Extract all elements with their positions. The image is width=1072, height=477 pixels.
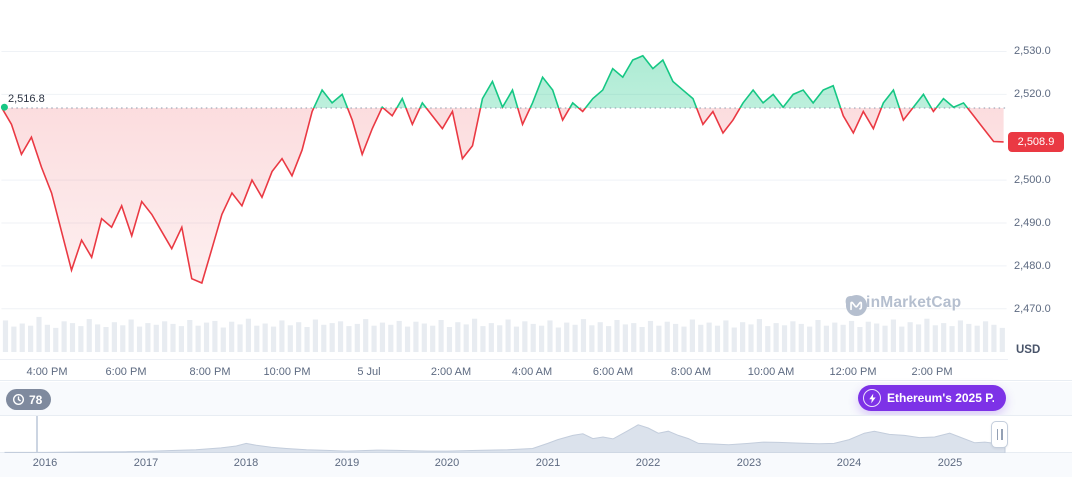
x-axis-label: 8:00 AM — [670, 366, 712, 378]
range-navigator[interactable] — [0, 415, 1072, 454]
year-label: 2023 — [736, 457, 762, 469]
ethereum-2025-promo-button[interactable]: Ethereum's 2025 P... — [858, 385, 1006, 411]
navigator-right-handle[interactable] — [991, 421, 1008, 448]
watermark-text: CoinMarketCap — [845, 294, 962, 311]
y-axis-label: 2,520.0 — [1014, 87, 1051, 100]
x-axis-label: 5 Jul — [357, 366, 381, 378]
x-axis-label: 4:00 AM — [511, 366, 553, 378]
x-axis-label: 12:00 PM — [829, 366, 877, 378]
x-axis[interactable]: 4:00 PM 6:00 PM 8:00 PM 10:00 PM 5 Jul 2:00 A… — [0, 361, 1072, 381]
year-label: 2025 — [937, 457, 963, 469]
x-axis-label: 10:00 AM — [747, 366, 795, 378]
y-axis-label: 2,500.0 — [1014, 173, 1051, 186]
coinmarketcap-logo-icon — [845, 294, 868, 317]
x-axis-label: 2:00 AM — [430, 366, 472, 378]
x-axis-label: 6:00 AM — [592, 366, 634, 378]
year-axis[interactable]: 2016 2017 2018 2019 2020 2021 2022 2023 2024 2025 — [0, 453, 1072, 477]
year-label: 2017 — [133, 457, 159, 469]
y-axis-label: 2,480.0 — [1014, 259, 1051, 272]
navigator-left-handle[interactable] — [36, 416, 38, 452]
navigator-chart-svg — [4, 424, 1006, 454]
year-label: 2020 — [434, 457, 460, 469]
watching-count-value: 78 — [29, 392, 43, 407]
y-axis-label: 2,530.0 — [1014, 44, 1051, 57]
x-axis-label: 2:00 PM — [911, 366, 953, 378]
x-axis-label: 4:00 PM — [26, 366, 68, 378]
promo-label: Ethereum's 2025 P... — [887, 391, 994, 405]
y-axis-label: 2,470.0 — [1014, 302, 1051, 315]
baseline-price-label: 2,516.8 — [8, 93, 45, 105]
chart-toolbar: 78 Ethereum's 2025 P... — [0, 382, 1072, 415]
y-axis[interactable]: 2,530.0 2,520.0 2,500.0 2,490.0 2,480.0 2,470… — [1008, 0, 1072, 360]
x-axis-label: 6:00 PM — [105, 366, 147, 378]
x-axis-label: 8:00 PM — [189, 366, 231, 378]
watching-count-badge[interactable]: 78 — [6, 389, 52, 410]
price-chart-svg — [0, 50, 1007, 353]
y-axis-label: 2,490.0 — [1014, 216, 1051, 229]
year-label: 2022 — [635, 457, 661, 469]
history-clock-icon — [12, 393, 25, 406]
coinmarketcap-watermark: CoinMarketCap — [845, 294, 962, 317]
x-axis-label: 10:00 PM — [263, 366, 311, 378]
year-label: 2018 — [233, 457, 259, 469]
main-price-chart[interactable]: 2,516.8 CoinMarketCap — [0, 0, 1008, 360]
year-label: 2019 — [334, 457, 360, 469]
year-label: 2016 — [32, 457, 58, 469]
lightning-icon — [863, 389, 881, 407]
year-label: 2021 — [535, 457, 561, 469]
year-label: 2024 — [836, 457, 862, 469]
currency-unit-label: USD — [1016, 344, 1041, 356]
current-price-badge: 2,508.9 — [1008, 132, 1064, 152]
